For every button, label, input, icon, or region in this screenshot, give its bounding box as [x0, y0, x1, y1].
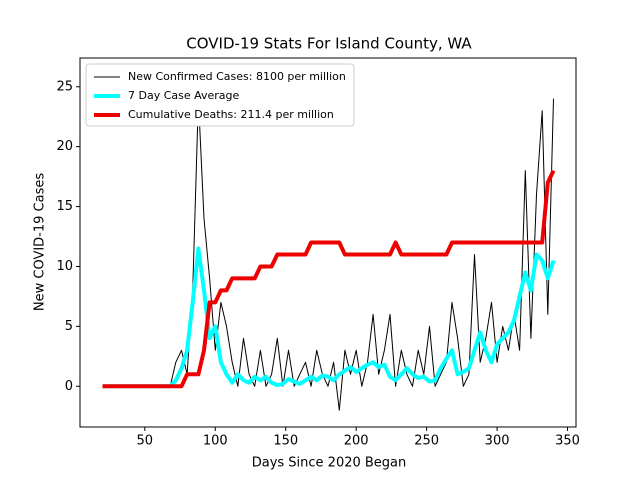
series-line — [102, 169, 556, 389]
plot-frame — [79, 57, 577, 428]
y-axis-label: New COVID-19 Cases — [33, 173, 48, 311]
x-tick-label: 200 — [344, 434, 369, 449]
y-tick-label: 20 — [56, 139, 73, 154]
x-tick-label: 100 — [203, 434, 228, 449]
y-tick-label: 15 — [56, 199, 73, 214]
series-line — [102, 246, 556, 389]
x-tick-label: 150 — [273, 434, 298, 449]
y-tick-label: 0 — [65, 379, 73, 394]
legend-label: 7 Day Case Average — [128, 89, 240, 102]
y-tick-label: 5 — [65, 319, 73, 334]
y-tick-label: 10 — [56, 259, 73, 274]
x-tick-label: 50 — [137, 434, 154, 449]
x-axis-label: Days Since 2020 Began — [252, 456, 407, 471]
legend-label: New Confirmed Cases: 8100 per million — [128, 70, 346, 83]
y-tick-label: 25 — [56, 79, 73, 94]
legend-box — [85, 63, 355, 127]
chart-title: COVID-19 Stats For Island County, WA — [186, 35, 472, 53]
x-tick-label: 350 — [555, 434, 580, 449]
series-line — [102, 98, 554, 411]
legend-label: Cumulative Deaths: 211.4 per million — [128, 108, 334, 121]
x-tick-label: 300 — [485, 434, 510, 449]
x-tick-label: 250 — [414, 434, 439, 449]
